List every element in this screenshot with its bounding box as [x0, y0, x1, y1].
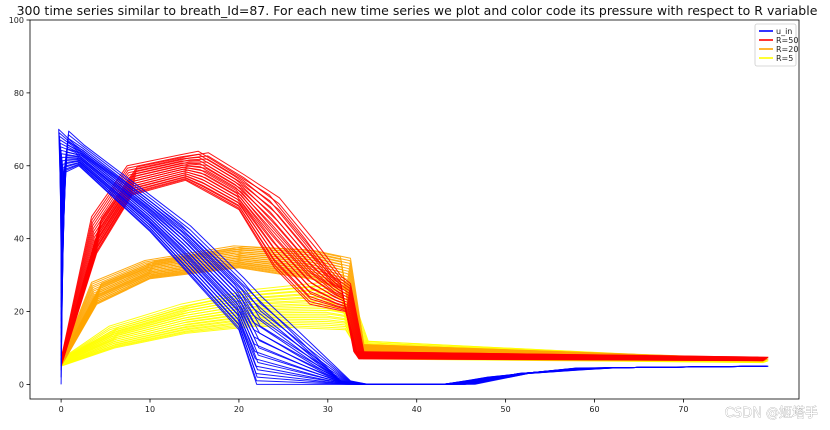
x-tick-label: 60: [589, 405, 599, 414]
series-line: [60, 155, 769, 360]
series-line: [60, 152, 769, 360]
y-tick-label: 100: [9, 16, 24, 25]
y-tick-label: 20: [14, 308, 24, 317]
x-tick-label: 20: [234, 405, 244, 414]
series-line: [60, 150, 759, 360]
series-line: [60, 130, 769, 385]
series-line: [60, 294, 768, 362]
legend-label: u_in: [776, 27, 792, 36]
series-line: [60, 283, 769, 362]
x-tick-label: 40: [412, 405, 422, 414]
y-tick-label: 40: [14, 235, 24, 244]
x-axis: 0 10 20 30 40 50 60 70: [59, 399, 689, 414]
watermark: CSDN @姬塔手: [725, 406, 818, 421]
legend-label: R=20: [776, 45, 798, 54]
chart-title: 300 time series similar to breath_Id=87.…: [17, 3, 818, 18]
legend-label: R=5: [776, 54, 793, 63]
x-tick-label: 10: [145, 405, 155, 414]
series-line: [60, 248, 769, 361]
x-tick-label: 30: [323, 405, 333, 414]
y-axis: 0 20 40 60 80 100: [9, 16, 30, 389]
x-tick-label: 70: [678, 405, 688, 414]
series-line: [60, 291, 768, 362]
y-tick-label: 0: [19, 380, 24, 389]
legend-label: R=50: [776, 36, 798, 45]
legend-box: [754, 23, 797, 67]
series-line: [60, 298, 767, 362]
x-tick-label: 0: [59, 405, 64, 414]
legend: u_inR=50R=20R=5: [754, 23, 798, 67]
series-line: [58, 128, 759, 385]
axes-frame: [29, 19, 800, 400]
series-u-in: [58, 128, 769, 385]
series-layer: [58, 128, 769, 385]
x-tick-label: 50: [501, 405, 511, 414]
y-tick-label: 60: [14, 162, 24, 171]
y-tick-label: 80: [14, 89, 24, 98]
